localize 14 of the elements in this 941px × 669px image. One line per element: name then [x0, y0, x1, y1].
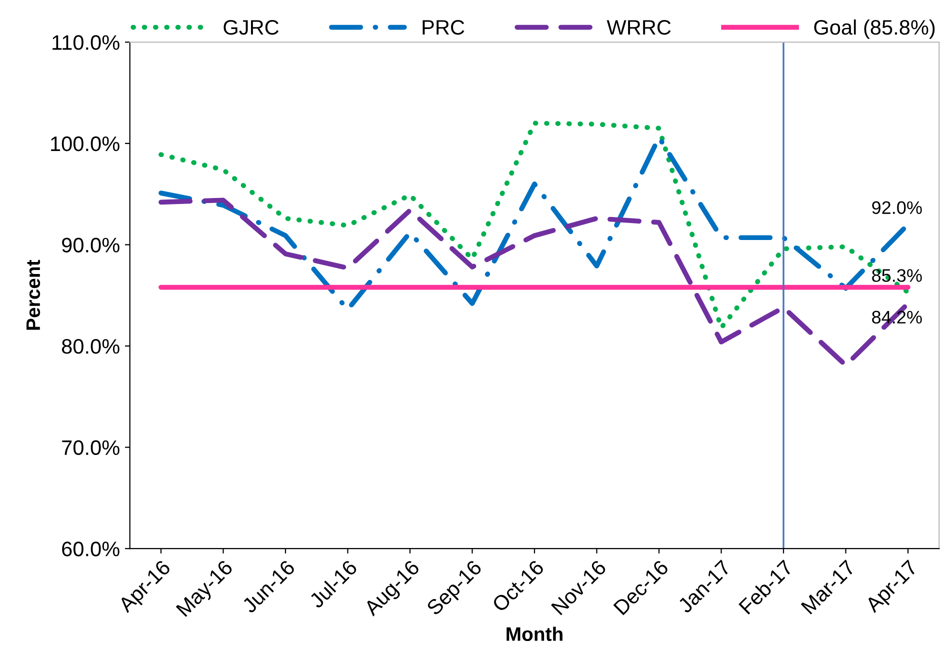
x-axis-title: Month [506, 626, 562, 641]
y-tick-label: 80.0% [62, 339, 120, 354]
legend-label: WRRC [606, 20, 671, 35]
y-tick-label: 110.0% [52, 35, 120, 50]
y-tick-label: 60.0% [62, 542, 120, 556]
data-label: 85.3% [872, 269, 922, 282]
y-axis-title: Percent [26, 260, 40, 330]
legend-label: Goal (85.8%) [814, 19, 935, 39]
legend-label: PRC [422, 20, 464, 35]
legend-label: GJRC [224, 20, 279, 35]
data-label: 92.0% [872, 201, 922, 214]
y-tick-label: 70.0% [62, 440, 120, 456]
y-tick-label: 90.0% [62, 238, 120, 252]
y-tick-label: 100.0% [51, 136, 120, 152]
